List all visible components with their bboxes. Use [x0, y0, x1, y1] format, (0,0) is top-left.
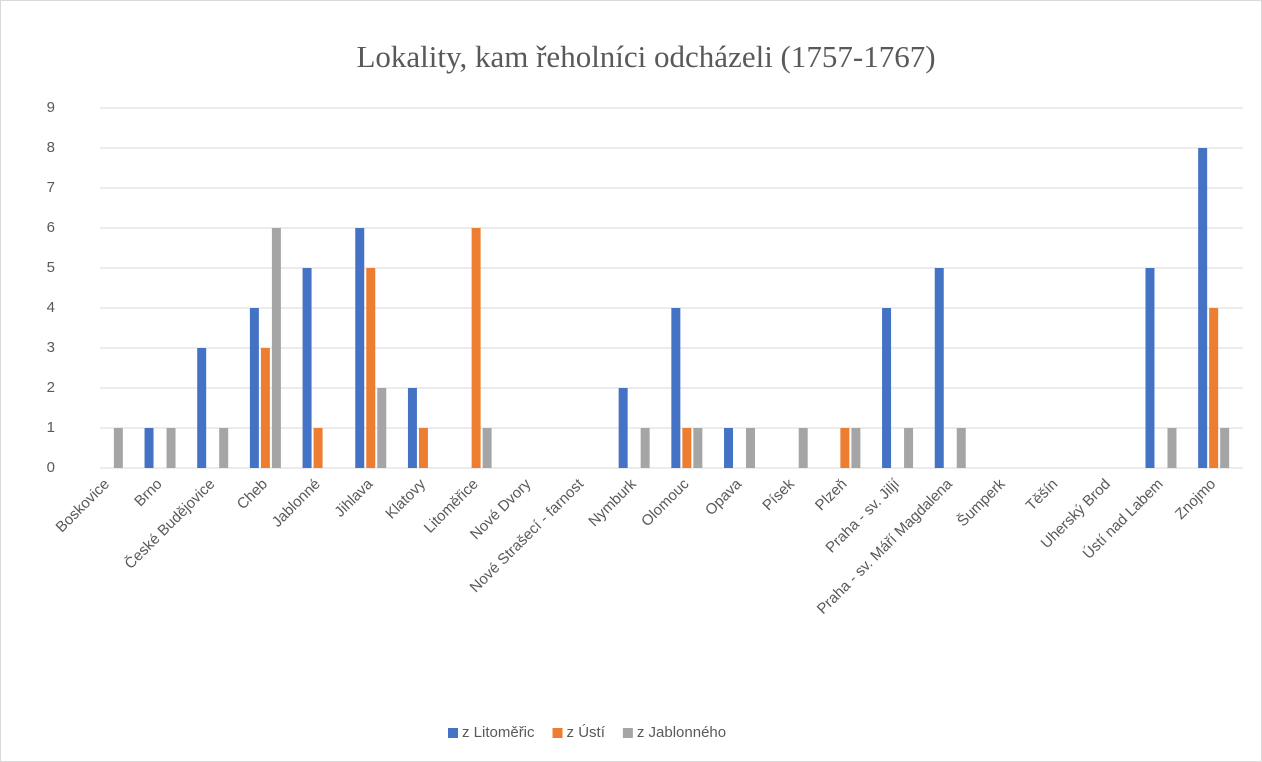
bar [618, 388, 628, 468]
y-tick-label: 9 [47, 99, 55, 116]
bar [840, 428, 850, 468]
y-tick-label: 8 [47, 139, 55, 156]
bar [471, 228, 481, 468]
bar [407, 388, 417, 468]
y-tick-label: 5 [47, 259, 55, 276]
bar [934, 268, 944, 468]
y-tick-label: 3 [47, 339, 55, 356]
legend-label: z Ústí [567, 724, 606, 741]
bar [904, 428, 914, 468]
bar [144, 428, 154, 468]
bar [671, 308, 681, 468]
y-tick-label: 4 [47, 299, 55, 316]
bar [418, 428, 428, 468]
legend-swatch [448, 728, 458, 738]
legend-swatch [622, 728, 633, 738]
bar [798, 428, 808, 468]
bar [219, 428, 229, 468]
bar [355, 228, 365, 468]
bar [113, 428, 123, 468]
bar [197, 348, 207, 468]
bar [851, 428, 861, 468]
bar [271, 228, 281, 468]
bar [1145, 268, 1155, 468]
bar [166, 428, 176, 468]
bar [366, 268, 376, 468]
bar [640, 428, 650, 468]
bar [1167, 428, 1177, 468]
legend-label: z Jablonného [637, 724, 726, 741]
y-tick-label: 0 [47, 459, 55, 476]
bar [882, 308, 892, 468]
y-tick-label: 1 [47, 419, 55, 436]
y-tick-label: 2 [47, 379, 55, 396]
bar [377, 388, 387, 468]
bar [313, 428, 323, 468]
bar [693, 428, 703, 468]
y-tick-label: 7 [47, 179, 55, 196]
chart-title: Lokality, kam řeholníci odcházeli (1757-… [356, 39, 935, 74]
bar [1220, 428, 1230, 468]
bar [746, 428, 756, 468]
bar [249, 308, 259, 468]
legend-label: z Litoměřic [462, 724, 535, 741]
bar [724, 428, 734, 468]
bar [1209, 308, 1219, 468]
y-tick-label: 6 [47, 219, 55, 236]
bar [302, 268, 312, 468]
bar [682, 428, 692, 468]
bar [260, 348, 270, 468]
bar [482, 428, 492, 468]
bar [956, 428, 966, 468]
bar [1198, 148, 1208, 468]
legend-swatch [552, 728, 563, 738]
